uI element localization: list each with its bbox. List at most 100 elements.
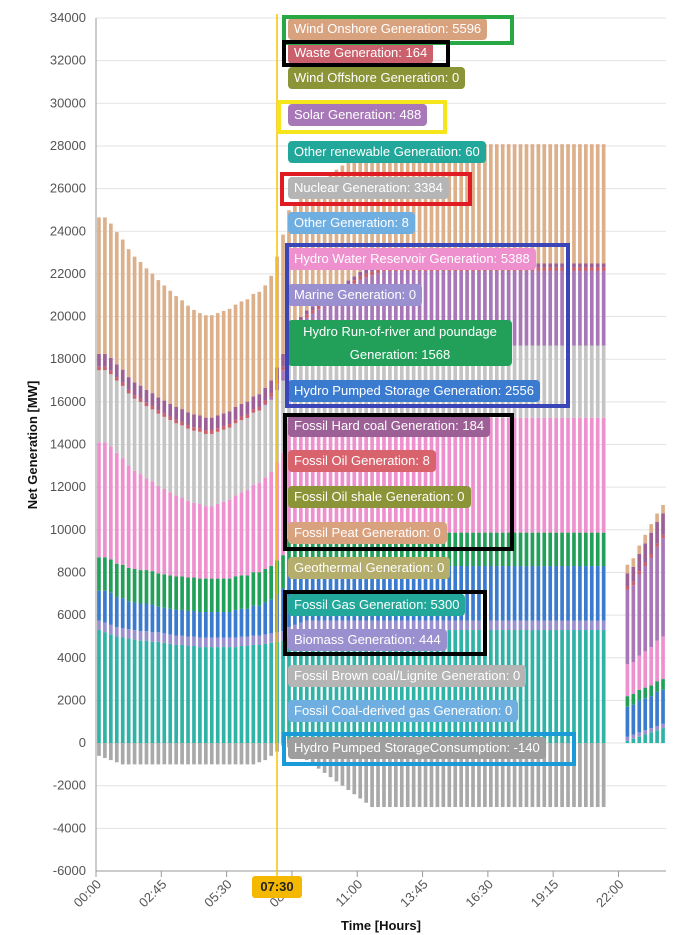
bar-segment	[554, 743, 558, 808]
bar-segment	[530, 620, 535, 631]
bar-segment	[542, 267, 547, 271]
bar-segment	[595, 743, 600, 808]
bar-segment	[120, 239, 125, 370]
bar-segment	[233, 637, 238, 648]
bar-segment	[382, 417, 386, 533]
bar-segment	[625, 573, 630, 587]
bar-segment	[435, 417, 440, 533]
bar-segment	[299, 316, 303, 321]
x-tick-label: 22:00	[593, 877, 627, 911]
bar-segment	[601, 144, 606, 264]
bar-segment	[601, 267, 606, 271]
bar-segment	[97, 353, 101, 367]
bar-segment	[637, 700, 642, 733]
bar-segment	[566, 263, 570, 268]
bar-segment	[512, 270, 517, 346]
bar-segment	[126, 743, 131, 765]
bar-segment	[221, 429, 226, 502]
bar-segment	[257, 394, 262, 407]
bar-segment	[144, 402, 149, 407]
bar-segment	[524, 144, 529, 264]
bar-segment	[150, 743, 155, 765]
bar-segment	[376, 269, 380, 274]
bar-segment	[352, 283, 357, 346]
bar-segment	[304, 310, 309, 315]
bar-segment	[506, 270, 511, 346]
bar-segment	[150, 632, 155, 642]
bar-segment	[584, 263, 588, 268]
bar-segment	[417, 270, 422, 346]
bar-segment	[595, 532, 600, 567]
bar-segment	[162, 574, 167, 608]
bar-segment	[655, 725, 659, 731]
bar-segment	[114, 743, 119, 763]
bar-segment	[340, 292, 345, 346]
bar-segment	[595, 270, 600, 346]
bar-segment	[625, 696, 630, 707]
x-axis-title: Time [Hours]	[341, 918, 421, 933]
bar-segment	[257, 291, 262, 395]
bar-segment	[162, 285, 167, 401]
bar-segment	[269, 642, 273, 744]
bar-segment	[465, 532, 469, 567]
bar-segment	[536, 270, 541, 346]
crosshair-time-badge: 07:30	[252, 876, 302, 898]
bar-segment	[150, 604, 155, 633]
bar-segment	[524, 630, 529, 744]
bar-segment	[548, 630, 553, 744]
bar-segment	[655, 691, 659, 726]
bar-segment	[144, 603, 149, 632]
bar-segment	[423, 620, 428, 631]
bar-segment	[168, 643, 173, 744]
bar-segment	[578, 144, 582, 264]
bar-segment	[132, 382, 137, 396]
bar-segment	[227, 647, 232, 744]
bar-segment	[388, 417, 392, 533]
bar-segment	[281, 353, 285, 367]
bar-segment	[209, 417, 214, 431]
bar-segment	[589, 267, 594, 271]
bar-segment	[156, 632, 161, 642]
bar-segment	[394, 417, 398, 533]
bar-segment	[512, 417, 517, 533]
y-tick-label: 18000	[50, 351, 86, 366]
tooltip-item: Other Generation: 8	[288, 212, 415, 234]
bar-segment	[494, 532, 499, 567]
y-tick-label: 14000	[50, 437, 86, 452]
y-tick-labels: -6000 -4000 -2000 0 2000 4000 6000 8000 10000 120…	[50, 10, 86, 878]
bar-segment	[441, 270, 446, 346]
bar-segment	[186, 428, 190, 501]
bar-segment	[465, 743, 469, 808]
y-tick-label: 20000	[50, 309, 86, 324]
bar-segment	[554, 417, 558, 533]
bar-segment	[589, 263, 594, 268]
bar-segment	[394, 620, 398, 631]
bar-segment	[138, 743, 143, 765]
bar-segment	[186, 425, 190, 429]
bar-segment	[215, 647, 220, 744]
bar-segment	[584, 417, 588, 533]
tooltip-item: Solar Generation: 488	[288, 104, 428, 126]
bar-segment	[281, 366, 285, 371]
x-tick-label: 19:15	[528, 877, 562, 911]
bar-segment	[239, 636, 244, 647]
bar-segment	[584, 270, 588, 346]
bar-segment	[138, 398, 143, 402]
bar-segment	[536, 144, 541, 264]
bar-segment	[180, 576, 184, 610]
bar-segment	[114, 377, 119, 381]
bar-segment	[180, 425, 184, 498]
bar-segment	[156, 641, 161, 744]
bar-segment	[441, 620, 446, 631]
bar-segment	[316, 305, 321, 310]
bar-segment	[156, 397, 161, 411]
y-tick-label: 34000	[50, 10, 86, 25]
bar-segment	[269, 565, 273, 600]
bar-segment	[162, 607, 167, 634]
bar-segment	[287, 539, 291, 573]
bar-segment	[518, 144, 523, 264]
bar-segment	[453, 417, 458, 533]
bar-segment	[204, 433, 208, 507]
bar-segment	[542, 270, 547, 346]
bar-segment	[411, 417, 416, 533]
